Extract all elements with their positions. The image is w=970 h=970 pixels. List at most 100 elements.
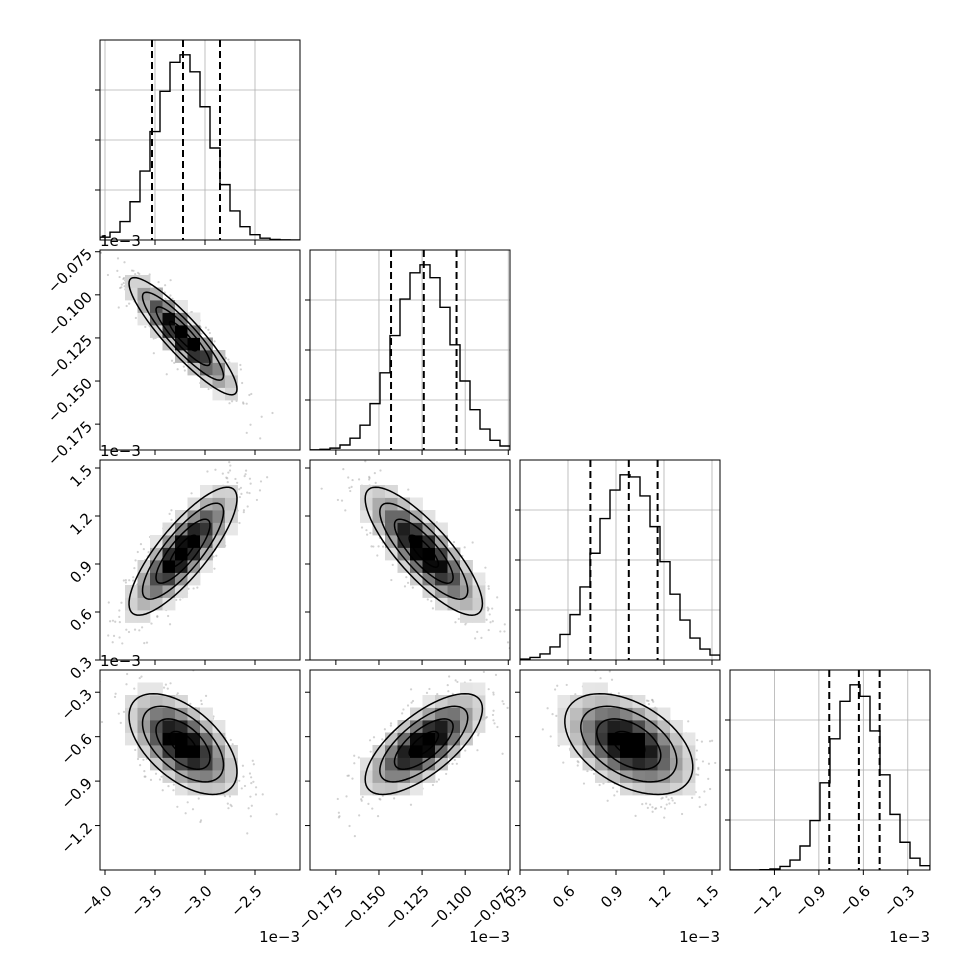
x-tick-label: −0.3 [880, 882, 918, 920]
x-tick-label: 1.2 [645, 882, 675, 912]
scatter-point [501, 752, 504, 755]
scatter-point [144, 325, 147, 329]
scatter-point [463, 546, 466, 549]
scatter-point [118, 609, 121, 612]
scatter-point [521, 717, 523, 719]
scatter-point [695, 758, 698, 761]
scatter-point [454, 679, 457, 682]
y-tick-label: −0.100 [44, 288, 96, 340]
scatter-point [393, 797, 396, 800]
scatter-point [172, 789, 175, 792]
scatter-point [164, 284, 167, 287]
scatter-point [183, 369, 186, 372]
scatter-point [186, 801, 189, 804]
scatter-point [122, 579, 125, 582]
scatter-point [661, 796, 664, 799]
scatter-point [118, 621, 121, 624]
scatter-point [152, 337, 155, 340]
density-cell [645, 745, 658, 758]
density-cell [175, 350, 188, 363]
x-offset-label: 1e−3 [889, 928, 930, 946]
scatter-point [172, 783, 175, 786]
scatter-point [501, 700, 504, 703]
contour-level-3 [128, 276, 238, 396]
scatter-point [143, 642, 146, 645]
density-cell [422, 745, 436, 758]
scatter-point [245, 431, 248, 434]
scatter-point [130, 269, 134, 272]
scatter-point [229, 803, 232, 806]
density-cell [212, 720, 226, 733]
scatter-point [431, 783, 435, 787]
scatter-point [250, 392, 253, 396]
density-cell [150, 300, 163, 313]
density-cell [150, 585, 163, 598]
scatter-point [204, 326, 208, 329]
contour-level-3 [128, 692, 238, 796]
histogram-step-2 [520, 474, 720, 660]
scatter-point [477, 732, 480, 735]
scatter-point [141, 626, 144, 629]
x-tick-label: −0.100 [424, 882, 476, 934]
scatter-point [116, 257, 120, 260]
scatter-point [447, 690, 450, 693]
scatter-point [176, 368, 179, 371]
scatter-point [239, 368, 243, 371]
scatter-point [171, 297, 174, 300]
scatter-point [381, 738, 384, 741]
density-cell [372, 522, 386, 536]
density-cell [422, 695, 436, 708]
scatter-point [142, 548, 145, 551]
scatter-point [368, 739, 372, 742]
contour-level-1 [155, 718, 211, 771]
density-cell [187, 312, 201, 326]
scatter-point [486, 609, 490, 612]
scatter-point [456, 680, 459, 684]
density-cell [212, 782, 226, 796]
contour-level-1 [155, 306, 211, 367]
density-cell [360, 757, 373, 771]
scatter-point [122, 276, 126, 280]
scatter-point [487, 585, 490, 588]
density-cell [175, 337, 188, 351]
scatter-point [430, 600, 433, 603]
scatter-point [168, 623, 172, 626]
scatter-point [476, 630, 479, 633]
density-cell [385, 745, 398, 758]
scatter-point [494, 673, 498, 676]
density-cell [212, 362, 226, 376]
y-tick-label: 0.3 [66, 653, 96, 683]
density-cell [447, 585, 461, 598]
scatter-point [229, 464, 232, 467]
scatter-point [487, 587, 490, 590]
scatter-point [238, 521, 241, 525]
scatter-point [351, 777, 354, 780]
scatter-point [143, 769, 146, 773]
density-cell [137, 572, 151, 586]
density-cell [472, 707, 486, 721]
density-cell [162, 695, 176, 708]
scatter-point [650, 698, 654, 701]
y-offset-label: 1e−3 [100, 652, 141, 670]
scatter-point [488, 613, 491, 616]
scatter-point [173, 361, 176, 364]
panel-frame [309, 669, 511, 871]
panel-frame [99, 669, 301, 871]
scatter-point [260, 415, 263, 418]
contour-level-0 [612, 730, 646, 758]
scatter-point [503, 630, 506, 633]
contour-level-2 [141, 705, 225, 783]
y-tick-label: −0.9 [58, 774, 96, 812]
scatter-point [126, 672, 129, 676]
scatter-point [134, 748, 137, 752]
scatter-point [372, 736, 376, 739]
density-cell [385, 510, 398, 523]
scatter-point [652, 700, 655, 703]
y-tick-label: −0.3 [58, 686, 96, 724]
y-tick-label: −0.175 [44, 417, 96, 469]
density-cell [137, 597, 151, 611]
scatter-point [487, 688, 490, 691]
scatter-point [407, 488, 410, 491]
density-cell [212, 732, 226, 746]
scatter-point [132, 269, 135, 272]
